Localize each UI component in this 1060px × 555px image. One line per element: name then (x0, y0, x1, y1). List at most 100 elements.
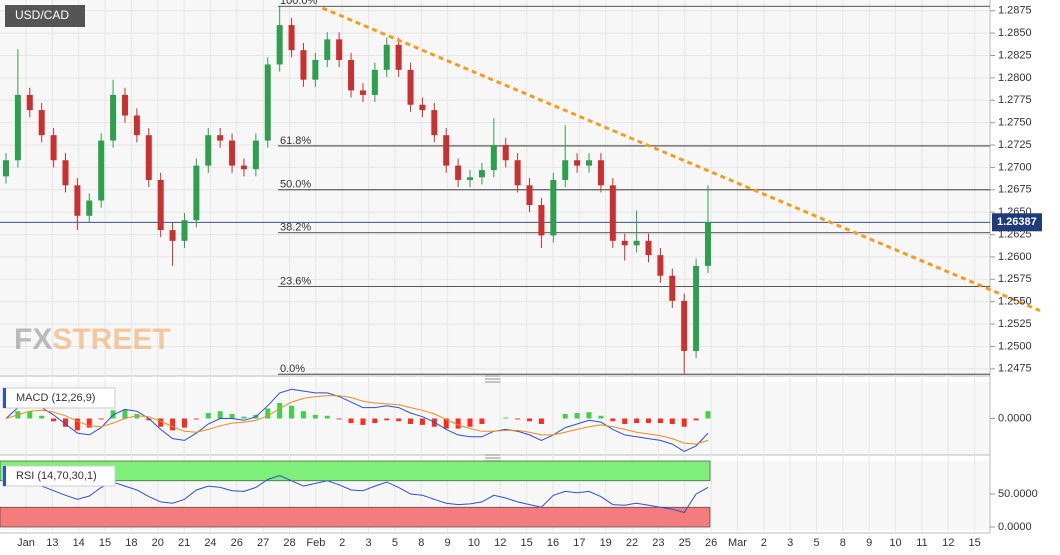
x-tick-label: 27 (257, 537, 269, 549)
macd-histogram-bar (455, 418, 461, 429)
candle-body (3, 160, 9, 177)
y-tick-label: 1.2525 (998, 318, 1032, 330)
macd-histogram-bar (158, 418, 164, 427)
logo: FXSTREET (14, 323, 171, 356)
candle-body (538, 205, 545, 236)
macd-histogram-bar (646, 418, 652, 424)
macd-histogram-bar (74, 418, 80, 431)
candle-body (657, 255, 664, 276)
price-panel (0, 0, 990, 376)
macd-histogram-bar (193, 418, 199, 420)
y-tick-label: 1.2825 (998, 49, 1032, 61)
candle-body (50, 135, 57, 161)
macd-histogram-bar (51, 418, 57, 422)
candle-body (26, 94, 33, 111)
macd-histogram-bar (324, 415, 330, 419)
y-tick-label: 1.2475 (998, 363, 1032, 375)
x-tick-label: 9 (445, 537, 451, 549)
candle-body (490, 145, 497, 171)
macd-histogram-bar (336, 418, 342, 420)
macd-histogram-bar (205, 413, 211, 419)
candle-body (300, 50, 307, 80)
macd-histogram-bar (300, 411, 306, 419)
candle-body (633, 240, 640, 246)
candle-body (252, 140, 259, 170)
fib-label: 38.2% (280, 222, 311, 234)
x-tick-label: 2 (339, 537, 345, 549)
x-tick-label: 20 (152, 537, 164, 549)
candle-body (443, 135, 450, 166)
macd-histogram-bar (312, 414, 318, 419)
x-tick-label: Jan (17, 537, 35, 549)
macd-histogram-bar (289, 405, 295, 419)
macd-histogram-bar (181, 418, 187, 428)
fib-label: 0.0% (280, 363, 305, 375)
fib-label: 50.0% (280, 179, 311, 191)
macd-histogram-bar (574, 413, 580, 419)
candle-body (431, 110, 438, 136)
candle-body (395, 44, 402, 70)
indicator-accent (3, 388, 6, 408)
x-tick-label: 18 (125, 537, 137, 549)
candle-body (705, 222, 711, 266)
macd-histogram-bar (705, 411, 711, 419)
y-tick-label: 1.2750 (998, 117, 1032, 129)
resize-handle[interactable] (485, 375, 501, 462)
macd-histogram-bar (538, 418, 544, 424)
logo-part: STREET (52, 323, 170, 356)
macd-histogram-bar (86, 418, 92, 428)
y-tick-label: 50.0000 (998, 488, 1038, 500)
x-tick-label: 2 (761, 537, 767, 549)
candle-body (240, 165, 247, 170)
macd-histogram-bar (122, 409, 128, 419)
candle-body (264, 64, 271, 141)
x-tick-label: 10 (889, 537, 901, 549)
x-tick-label: 14 (73, 537, 85, 549)
macd-histogram-bar (217, 411, 223, 419)
y-tick-label: 1.2575 (998, 273, 1032, 285)
x-tick-label: 13 (46, 537, 58, 549)
x-tick-label: 26 (231, 537, 243, 549)
macd-histogram-bar (622, 418, 628, 424)
x-tick-label: 11 (916, 537, 927, 549)
rsi-title: RSI (14,70,30,1) (16, 470, 97, 482)
macd-histogram-bar (360, 418, 366, 425)
candle-body (407, 69, 414, 105)
symbol: USD/CAD (15, 8, 69, 22)
x-tick-label: 10 (468, 537, 480, 549)
candle-body (419, 104, 426, 111)
macd-histogram-bar (396, 418, 402, 422)
x-tick-label: Mar (728, 537, 747, 549)
macd-histogram-bar (146, 418, 152, 421)
candle-body (62, 160, 69, 186)
x-tick-label: 15 (968, 537, 980, 549)
candle-body (14, 94, 21, 161)
candle-body (288, 25, 295, 51)
last-price-label: 1.26387 (997, 216, 1037, 228)
indicator-line (5, 474, 709, 514)
y-tick-label: 0.0000 (998, 412, 1032, 424)
candle-body (121, 94, 128, 116)
candle-body (312, 59, 319, 80)
x-tick-label: 21 (178, 537, 190, 549)
macd-histogram-bar (479, 418, 485, 424)
macd-histogram-bar (408, 418, 414, 424)
macd-histogram-bar (384, 418, 390, 421)
candle-body (348, 59, 355, 91)
candle-body (110, 94, 117, 141)
candle-body (693, 265, 700, 351)
candle-body (371, 69, 378, 95)
y-tick-label: 1.2675 (998, 184, 1032, 196)
x-tick-label: 25 (679, 537, 691, 549)
y-tick-label: 1.2550 (998, 296, 1032, 308)
x-tick-label: 8 (840, 537, 846, 549)
candle-body (586, 160, 593, 166)
x-tick-label: 28 (283, 537, 295, 549)
candle-body (597, 160, 604, 186)
candle-body (324, 39, 331, 60)
candle-body (645, 240, 652, 256)
x-tick-label: 5 (813, 537, 819, 549)
macd-histogram-bar (527, 418, 533, 422)
macd-histogram-bar (598, 415, 604, 419)
